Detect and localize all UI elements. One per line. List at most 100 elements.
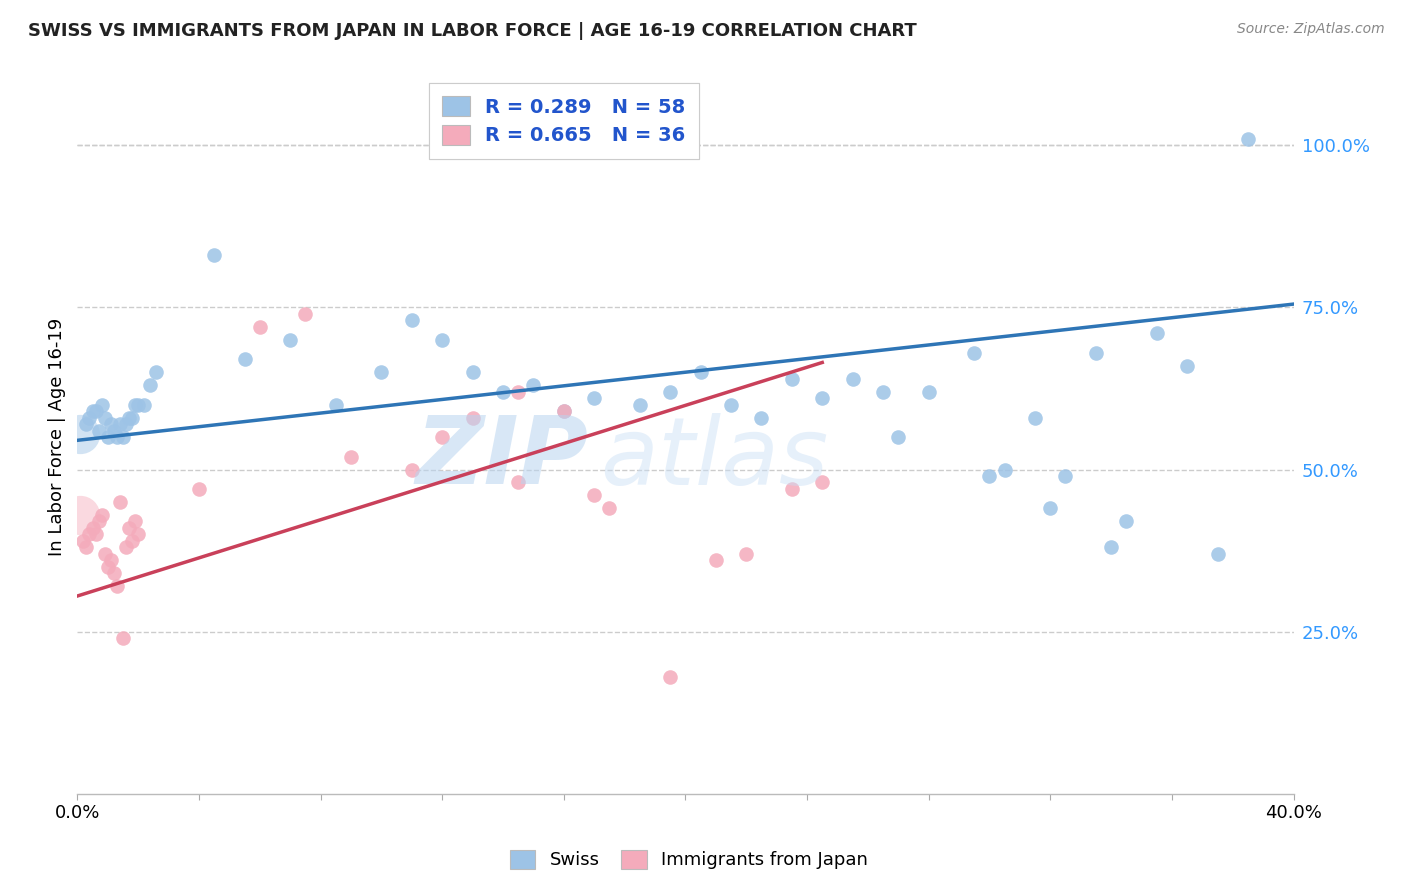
- Point: [780, 482, 803, 496]
- Point: [103, 424, 125, 438]
- Point: [75, 541, 97, 555]
- Point: [111, 631, 134, 645]
- Point: [811, 475, 834, 490]
- Point: [659, 670, 682, 684]
- Point: [93, 410, 115, 425]
- Point: [115, 541, 138, 555]
- Point: [97, 430, 120, 444]
- Point: [188, 482, 211, 496]
- Point: [87, 515, 110, 529]
- Text: Source: ZipAtlas.com: Source: ZipAtlas.com: [1237, 22, 1385, 37]
- Point: [118, 410, 141, 425]
- Point: [103, 566, 125, 581]
- Point: [124, 398, 146, 412]
- Point: [751, 410, 773, 425]
- Text: SWISS VS IMMIGRANTS FROM JAPAN IN LABOR FORCE | AGE 16-19 CORRELATION CHART: SWISS VS IMMIGRANTS FROM JAPAN IN LABOR …: [28, 22, 917, 40]
- Point: [79, 410, 101, 425]
- Point: [887, 430, 910, 444]
- Point: [704, 553, 727, 567]
- Point: [872, 384, 894, 399]
- Y-axis label: In Labor Force | Age 16-19: In Labor Force | Age 16-19: [48, 318, 66, 557]
- Point: [325, 398, 347, 412]
- Point: [278, 333, 301, 347]
- Point: [294, 307, 316, 321]
- Point: [401, 462, 423, 476]
- Point: [659, 384, 682, 399]
- Point: [100, 417, 122, 431]
- Point: [87, 424, 110, 438]
- Point: [492, 384, 515, 399]
- Point: [124, 515, 146, 529]
- Point: [108, 495, 131, 509]
- Point: [84, 527, 107, 541]
- Point: [90, 398, 112, 412]
- Point: [249, 319, 271, 334]
- Text: atlas: atlas: [600, 413, 828, 504]
- Point: [111, 430, 134, 444]
- Point: [115, 417, 138, 431]
- Point: [401, 313, 423, 327]
- Point: [82, 404, 104, 418]
- Point: [689, 365, 711, 379]
- Point: [430, 333, 453, 347]
- Text: ZIP: ZIP: [415, 412, 588, 505]
- Legend: R = 0.289   N = 58, R = 0.665   N = 36: R = 0.289 N = 58, R = 0.665 N = 36: [429, 83, 699, 159]
- Point: [82, 521, 104, 535]
- Point: [340, 450, 363, 464]
- Point: [105, 579, 128, 593]
- Point: [598, 501, 620, 516]
- Point: [121, 410, 143, 425]
- Point: [370, 365, 392, 379]
- Point: [69, 426, 91, 441]
- Point: [963, 345, 986, 359]
- Point: [1054, 469, 1077, 483]
- Point: [522, 378, 544, 392]
- Point: [918, 384, 941, 399]
- Point: [461, 365, 484, 379]
- Point: [780, 372, 803, 386]
- Point: [979, 469, 1001, 483]
- Point: [100, 553, 122, 567]
- Point: [461, 410, 484, 425]
- Point: [1175, 359, 1198, 373]
- Point: [84, 404, 107, 418]
- Point: [1115, 515, 1137, 529]
- Point: [628, 398, 651, 412]
- Point: [1146, 326, 1168, 341]
- Point: [79, 527, 101, 541]
- Point: [202, 248, 225, 262]
- Point: [1024, 410, 1046, 425]
- Point: [430, 430, 453, 444]
- Point: [69, 508, 91, 522]
- Point: [134, 398, 156, 412]
- Point: [994, 462, 1017, 476]
- Point: [1206, 547, 1229, 561]
- Point: [841, 372, 863, 386]
- Point: [553, 404, 575, 418]
- Legend: Swiss, Immigrants from Japan: Swiss, Immigrants from Japan: [501, 841, 877, 879]
- Point: [583, 488, 606, 502]
- Point: [127, 398, 149, 412]
- Point: [508, 384, 530, 399]
- Point: [145, 365, 167, 379]
- Point: [105, 430, 128, 444]
- Point: [1039, 501, 1062, 516]
- Point: [118, 521, 141, 535]
- Point: [1084, 345, 1107, 359]
- Point: [75, 417, 97, 431]
- Point: [1099, 541, 1122, 555]
- Point: [720, 398, 742, 412]
- Point: [233, 352, 256, 367]
- Point: [93, 547, 115, 561]
- Point: [508, 475, 530, 490]
- Point: [108, 417, 131, 431]
- Point: [97, 559, 120, 574]
- Point: [583, 391, 606, 405]
- Point: [553, 404, 575, 418]
- Point: [90, 508, 112, 522]
- Point: [127, 527, 149, 541]
- Point: [139, 378, 162, 392]
- Point: [1237, 131, 1260, 145]
- Point: [735, 547, 758, 561]
- Point: [811, 391, 834, 405]
